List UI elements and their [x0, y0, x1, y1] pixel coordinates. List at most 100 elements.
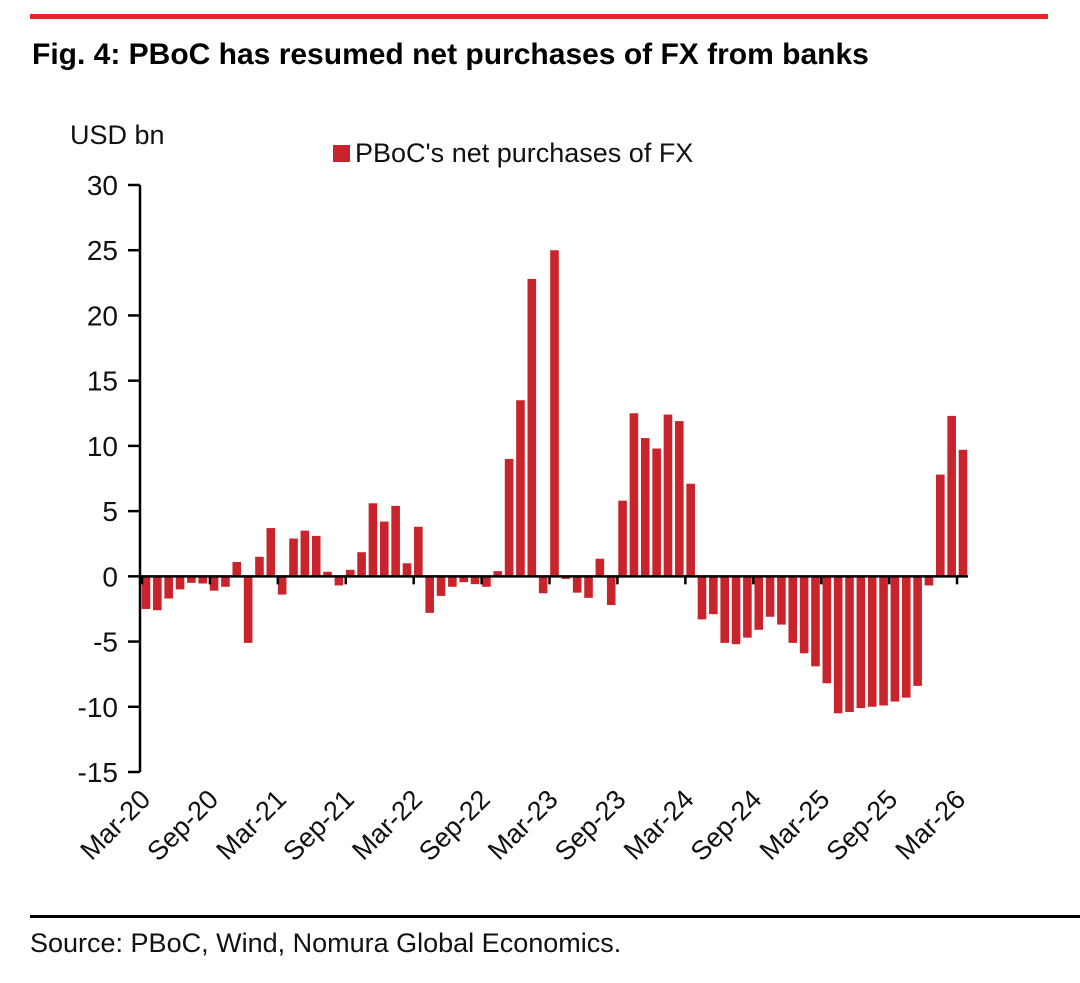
bar-Jan-21 — [255, 556, 264, 577]
bar-Dec-21 — [379, 521, 389, 577]
bar-Sep-22 — [482, 576, 491, 587]
bar-Mar-24 — [686, 483, 695, 577]
source-text: Source: PBoC, Wind, Nomura Global Econom… — [30, 928, 622, 958]
bar-Mar-23 — [550, 250, 559, 577]
bar-Jun-21 — [311, 535, 321, 577]
x-tick-label: Mar-23 — [482, 784, 564, 866]
bar-Feb-23 — [538, 576, 548, 594]
bar-Jul-23 — [595, 558, 605, 577]
x-tick-label: Sep-25 — [821, 784, 904, 867]
bar-Aug-22 — [470, 576, 480, 585]
bar-Jan-26 — [935, 474, 945, 577]
bar-Oct-21 — [357, 552, 366, 577]
bar-Mar-25 — [822, 576, 832, 684]
bar-Jan-22 — [391, 505, 400, 577]
bar-Nov-24 — [777, 576, 786, 625]
bar-Jun-20 — [175, 576, 185, 590]
bar-Sep-23 — [618, 500, 627, 577]
bar-Oct-25 — [901, 576, 911, 698]
bar-Jun-23 — [584, 576, 593, 598]
bar-Feb-22 — [402, 563, 412, 577]
bar-Jan-23 — [527, 278, 537, 577]
bar-Aug-21 — [334, 576, 344, 586]
bar-Sep-21 — [345, 569, 355, 577]
bar-Nov-23 — [640, 438, 650, 577]
bar-Aug-23 — [606, 576, 616, 606]
y-tick-label: -10 — [78, 692, 118, 723]
y-tick-label: -15 — [78, 757, 118, 788]
bar-May-22 — [436, 576, 446, 596]
bar-Nov-22 — [504, 458, 514, 577]
bar-Feb-26 — [947, 415, 956, 577]
bar-Mar-22 — [414, 526, 423, 577]
bar-Sep-25 — [890, 576, 900, 702]
figure-title: Fig. 4: PBoC has resumed net purchases o… — [32, 38, 869, 71]
bar-Feb-24 — [675, 421, 684, 577]
bar-Apr-24 — [697, 576, 707, 620]
bar-Feb-25 — [811, 576, 820, 667]
bar-Jul-20 — [187, 576, 196, 583]
bar-Nov-20 — [232, 561, 242, 577]
x-tick-label: Sep-22 — [413, 784, 496, 867]
x-tick-label: Sep-23 — [549, 784, 632, 867]
bar-Sep-24 — [754, 576, 764, 630]
top-red-rule — [30, 14, 1048, 19]
bar-Jul-21 — [323, 571, 332, 577]
bar-Dec-23 — [652, 448, 661, 577]
bar-Apr-23 — [561, 576, 571, 579]
bar-Jun-22 — [448, 576, 457, 587]
bar-Aug-24 — [743, 576, 752, 638]
x-tick-label: Sep-21 — [277, 784, 360, 867]
bar-Nov-25 — [913, 576, 922, 686]
bar-May-21 — [300, 530, 310, 577]
bar-Apr-21 — [289, 538, 298, 577]
bar-Jun-25 — [856, 576, 866, 709]
bar-Jan-24 — [663, 414, 673, 577]
bar-Aug-20 — [198, 576, 208, 584]
bar-Feb-21 — [266, 528, 276, 577]
x-tick-label: Sep-24 — [685, 784, 768, 867]
y-tick-label: -5 — [93, 627, 118, 658]
bar-Jun-24 — [720, 576, 729, 643]
bar-Oct-22 — [493, 571, 503, 577]
y-tick-label: 5 — [102, 496, 118, 527]
bar-Jul-24 — [731, 576, 741, 645]
x-tick-label: Mar-24 — [618, 784, 700, 866]
bar-Mar-20 — [141, 576, 151, 609]
bar-Oct-23 — [629, 413, 639, 577]
y-tick-label: 0 — [102, 561, 118, 592]
bar-Dec-20 — [243, 576, 253, 643]
y-tick-label: 30 — [87, 170, 118, 201]
bar-Jan-25 — [799, 576, 809, 654]
legend-label: PBoC's net purchases of FX — [355, 138, 694, 168]
x-tick-label: Sep-20 — [141, 784, 224, 867]
bar-Dec-25 — [924, 576, 934, 586]
y-tick-label: 10 — [87, 431, 118, 462]
bar-Dec-24 — [788, 576, 798, 643]
bar-May-20 — [164, 576, 173, 599]
x-tick-label: Mar-25 — [754, 784, 836, 866]
bottom-rule — [30, 915, 1080, 918]
bar-Oct-24 — [765, 576, 775, 617]
x-tick-label: Mar-22 — [346, 784, 428, 866]
y-tick-label: 25 — [87, 235, 118, 266]
bar-Mar-21 — [277, 576, 287, 595]
bar-Jul-22 — [459, 576, 469, 583]
bar-Aug-25 — [879, 576, 888, 706]
bar-Oct-20 — [221, 576, 230, 587]
y-axis-unit-label: USD bn — [70, 120, 165, 150]
bar-May-25 — [845, 576, 854, 712]
bar-Apr-25 — [833, 576, 843, 714]
x-tick-label: Mar-26 — [890, 784, 972, 866]
bar-Sep-20 — [209, 576, 219, 591]
y-tick-label: 15 — [87, 366, 118, 397]
legend-swatch-icon — [333, 145, 350, 162]
x-tick-label: Mar-21 — [210, 784, 292, 866]
legend: PBoC's net purchases of FX — [333, 138, 693, 169]
bar-Apr-20 — [153, 576, 162, 611]
y-tick-label: 20 — [87, 300, 118, 331]
bar-May-24 — [709, 576, 718, 615]
bar-Apr-22 — [425, 576, 434, 613]
